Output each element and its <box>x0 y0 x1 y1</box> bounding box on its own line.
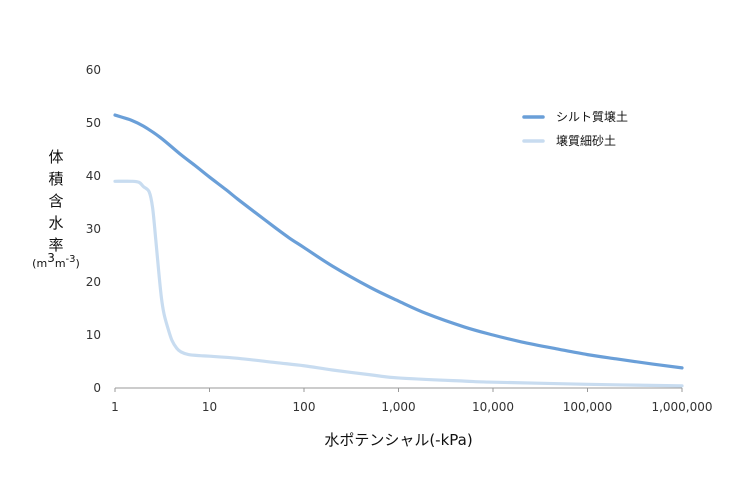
x-tick-label: 10,000 <box>472 400 514 414</box>
x-tick-label: 100,000 <box>563 400 613 414</box>
x-tick-label: 10 <box>202 400 217 414</box>
legend-label-2: 壌質細砂土 <box>556 133 616 148</box>
y-axis-title-char: 積 <box>48 170 63 188</box>
x-tick-label: 1,000 <box>381 400 415 414</box>
x-axis-title: 水ポテンシャル(-kPa) <box>324 431 472 449</box>
y-tick-label: 20 <box>86 275 101 289</box>
y-tick-label: 30 <box>86 222 101 236</box>
y-axis-title-char: 率 <box>48 236 63 254</box>
legend-label-1: シルト質壌土 <box>556 109 628 124</box>
x-tick-label: 1 <box>111 400 119 414</box>
y-tick-label: 50 <box>86 116 101 130</box>
y-tick-label: 40 <box>86 169 101 183</box>
y-tick-label: 0 <box>93 381 101 395</box>
y-axis-ticks: 0 10 20 30 40 50 60 <box>86 63 101 395</box>
series-line-2 <box>113 179 684 388</box>
y-axis-title-char: 水 <box>48 214 63 232</box>
series-line-1 <box>113 113 684 370</box>
y-tick-label: 10 <box>86 328 101 342</box>
y-axis-unit: (m3m-3) <box>32 251 80 270</box>
x-tick-label: 100 <box>293 400 316 414</box>
y-axis-title-char: 体 <box>48 148 63 166</box>
y-tick-label: 60 <box>86 63 101 77</box>
series-layer <box>113 113 684 388</box>
y-axis-title-char: 含 <box>48 192 63 210</box>
x-tick-label: 1,000,000 <box>651 400 712 414</box>
x-axis-ticks: 1 10 100 1,000 10,000 100,000 1,000,000 <box>111 388 713 414</box>
